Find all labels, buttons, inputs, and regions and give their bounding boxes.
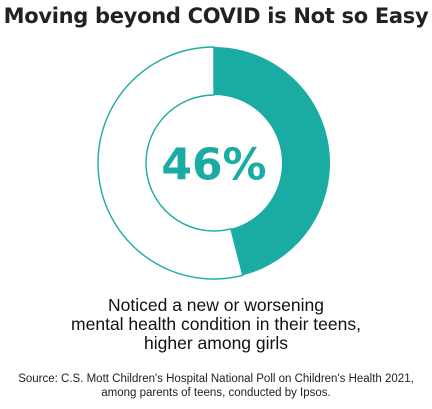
- donut-center-label: 46%: [161, 140, 266, 191]
- donut-slice-value: [214, 47, 331, 276]
- caption-line-1: Noticed a new or worsening: [108, 295, 324, 315]
- source-note: Source: C.S. Mott Children's Hospital Na…: [0, 372, 432, 400]
- source-line-1: Source: C.S. Mott Children's Hospital Na…: [18, 373, 414, 385]
- page-title: Moving beyond COVID is Not so Easy: [3, 4, 429, 28]
- donut-slice-remainder: [97, 46, 244, 280]
- caption-line-3: higher among girls: [144, 333, 288, 353]
- caption-line-2: mental health condition in their teens,: [71, 314, 361, 334]
- chart-caption: Noticed a new or worsening mental health…: [0, 296, 432, 353]
- source-line-2: among parents of teens, conducted by Ips…: [101, 387, 331, 399]
